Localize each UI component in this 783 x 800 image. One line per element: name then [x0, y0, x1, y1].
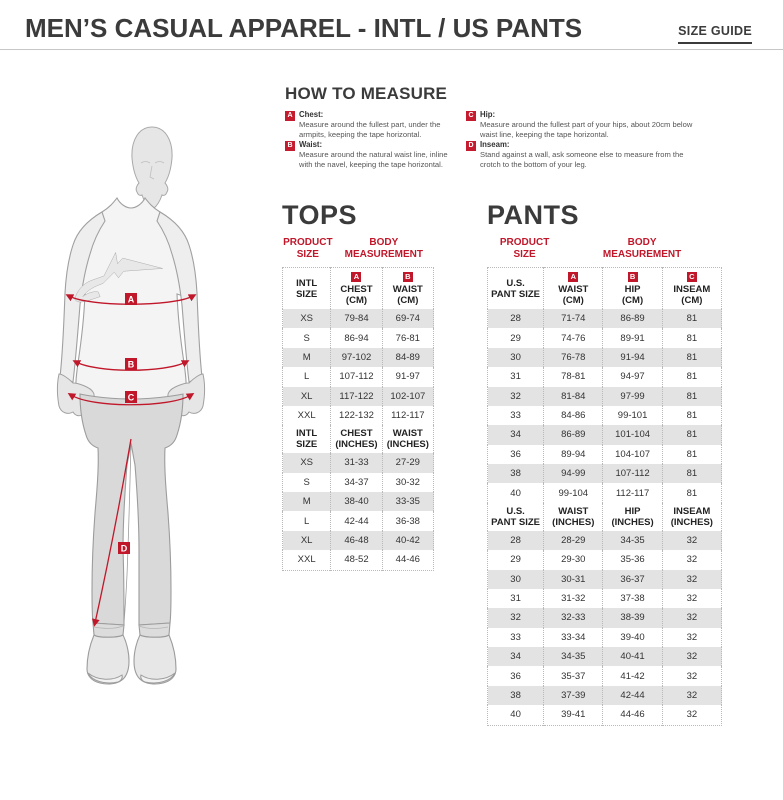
svg-text:D: D — [121, 544, 128, 554]
svg-text:B: B — [128, 360, 135, 370]
svg-text:C: C — [128, 393, 135, 403]
svg-text:A: A — [128, 295, 135, 305]
